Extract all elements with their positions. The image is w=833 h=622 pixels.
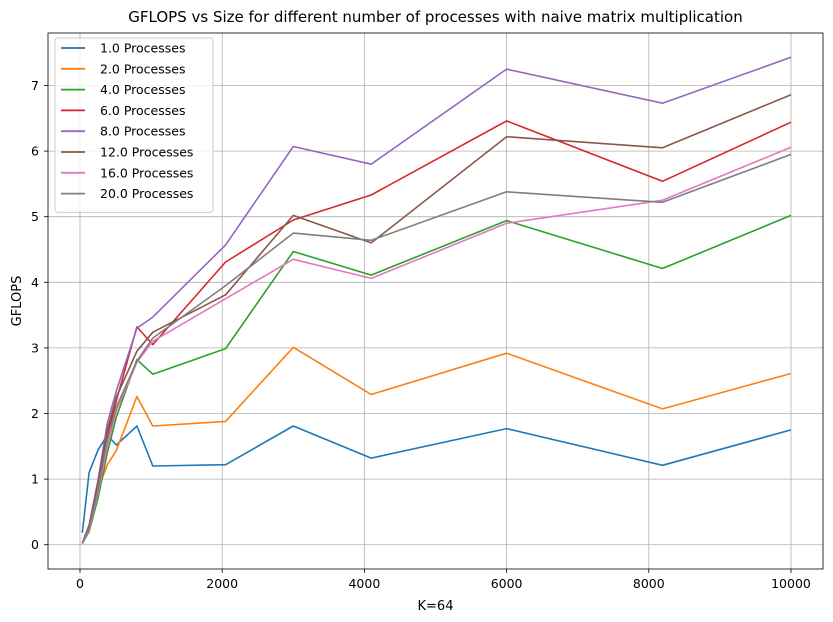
y-tick-label: 4 xyxy=(31,275,39,290)
y-tick-label: 3 xyxy=(31,340,39,355)
y-tick-label: 5 xyxy=(31,209,39,224)
x-tick-label: 4000 xyxy=(348,576,380,591)
y-axis-label: GFLOPS xyxy=(10,276,25,327)
series-line-2 xyxy=(81,214,792,544)
series-line-5 xyxy=(81,93,792,544)
series-line-0 xyxy=(81,425,792,533)
y-tick-label: 7 xyxy=(31,78,39,93)
series-line-7 xyxy=(81,153,792,544)
series-line-1 xyxy=(81,346,792,544)
y-tick-label: 1 xyxy=(31,472,39,487)
legend-label: 1.0 Processes xyxy=(100,41,185,56)
x-axis-label: K=64 xyxy=(418,599,454,614)
x-tick-label: 10000 xyxy=(771,576,811,591)
legend-label: 16.0 Processes xyxy=(100,165,193,180)
x-tick-label: 2000 xyxy=(206,576,238,591)
legend-label: 6.0 Processes xyxy=(100,103,185,118)
x-tick-label: 0 xyxy=(76,576,84,591)
legend-label: 20.0 Processes xyxy=(100,186,193,201)
ticks: 0 2000 4000 6000 8000 10000 0 1 2 3 4 5 6 7 xyxy=(31,78,811,591)
legend-label: 2.0 Processes xyxy=(100,61,185,76)
legend-box xyxy=(54,37,214,213)
y-tick-label: 0 xyxy=(31,537,39,552)
y-tick-label: 2 xyxy=(31,406,39,421)
x-tick-label: 6000 xyxy=(491,576,523,591)
chart-title: GFLOPS vs Size for different number of p… xyxy=(128,8,742,26)
legend-label: 4.0 Processes xyxy=(100,82,185,97)
y-tick-label: 6 xyxy=(31,144,39,159)
series-lines xyxy=(81,56,792,544)
legend-label: 12.0 Processes xyxy=(100,145,193,160)
axes-frame xyxy=(47,32,824,570)
x-tick-label: 8000 xyxy=(633,576,665,591)
legend: 1.0 Processes 2.0 Processes 4.0 Processes 6… xyxy=(54,37,214,213)
legend-label: 8.0 Processes xyxy=(100,124,185,139)
